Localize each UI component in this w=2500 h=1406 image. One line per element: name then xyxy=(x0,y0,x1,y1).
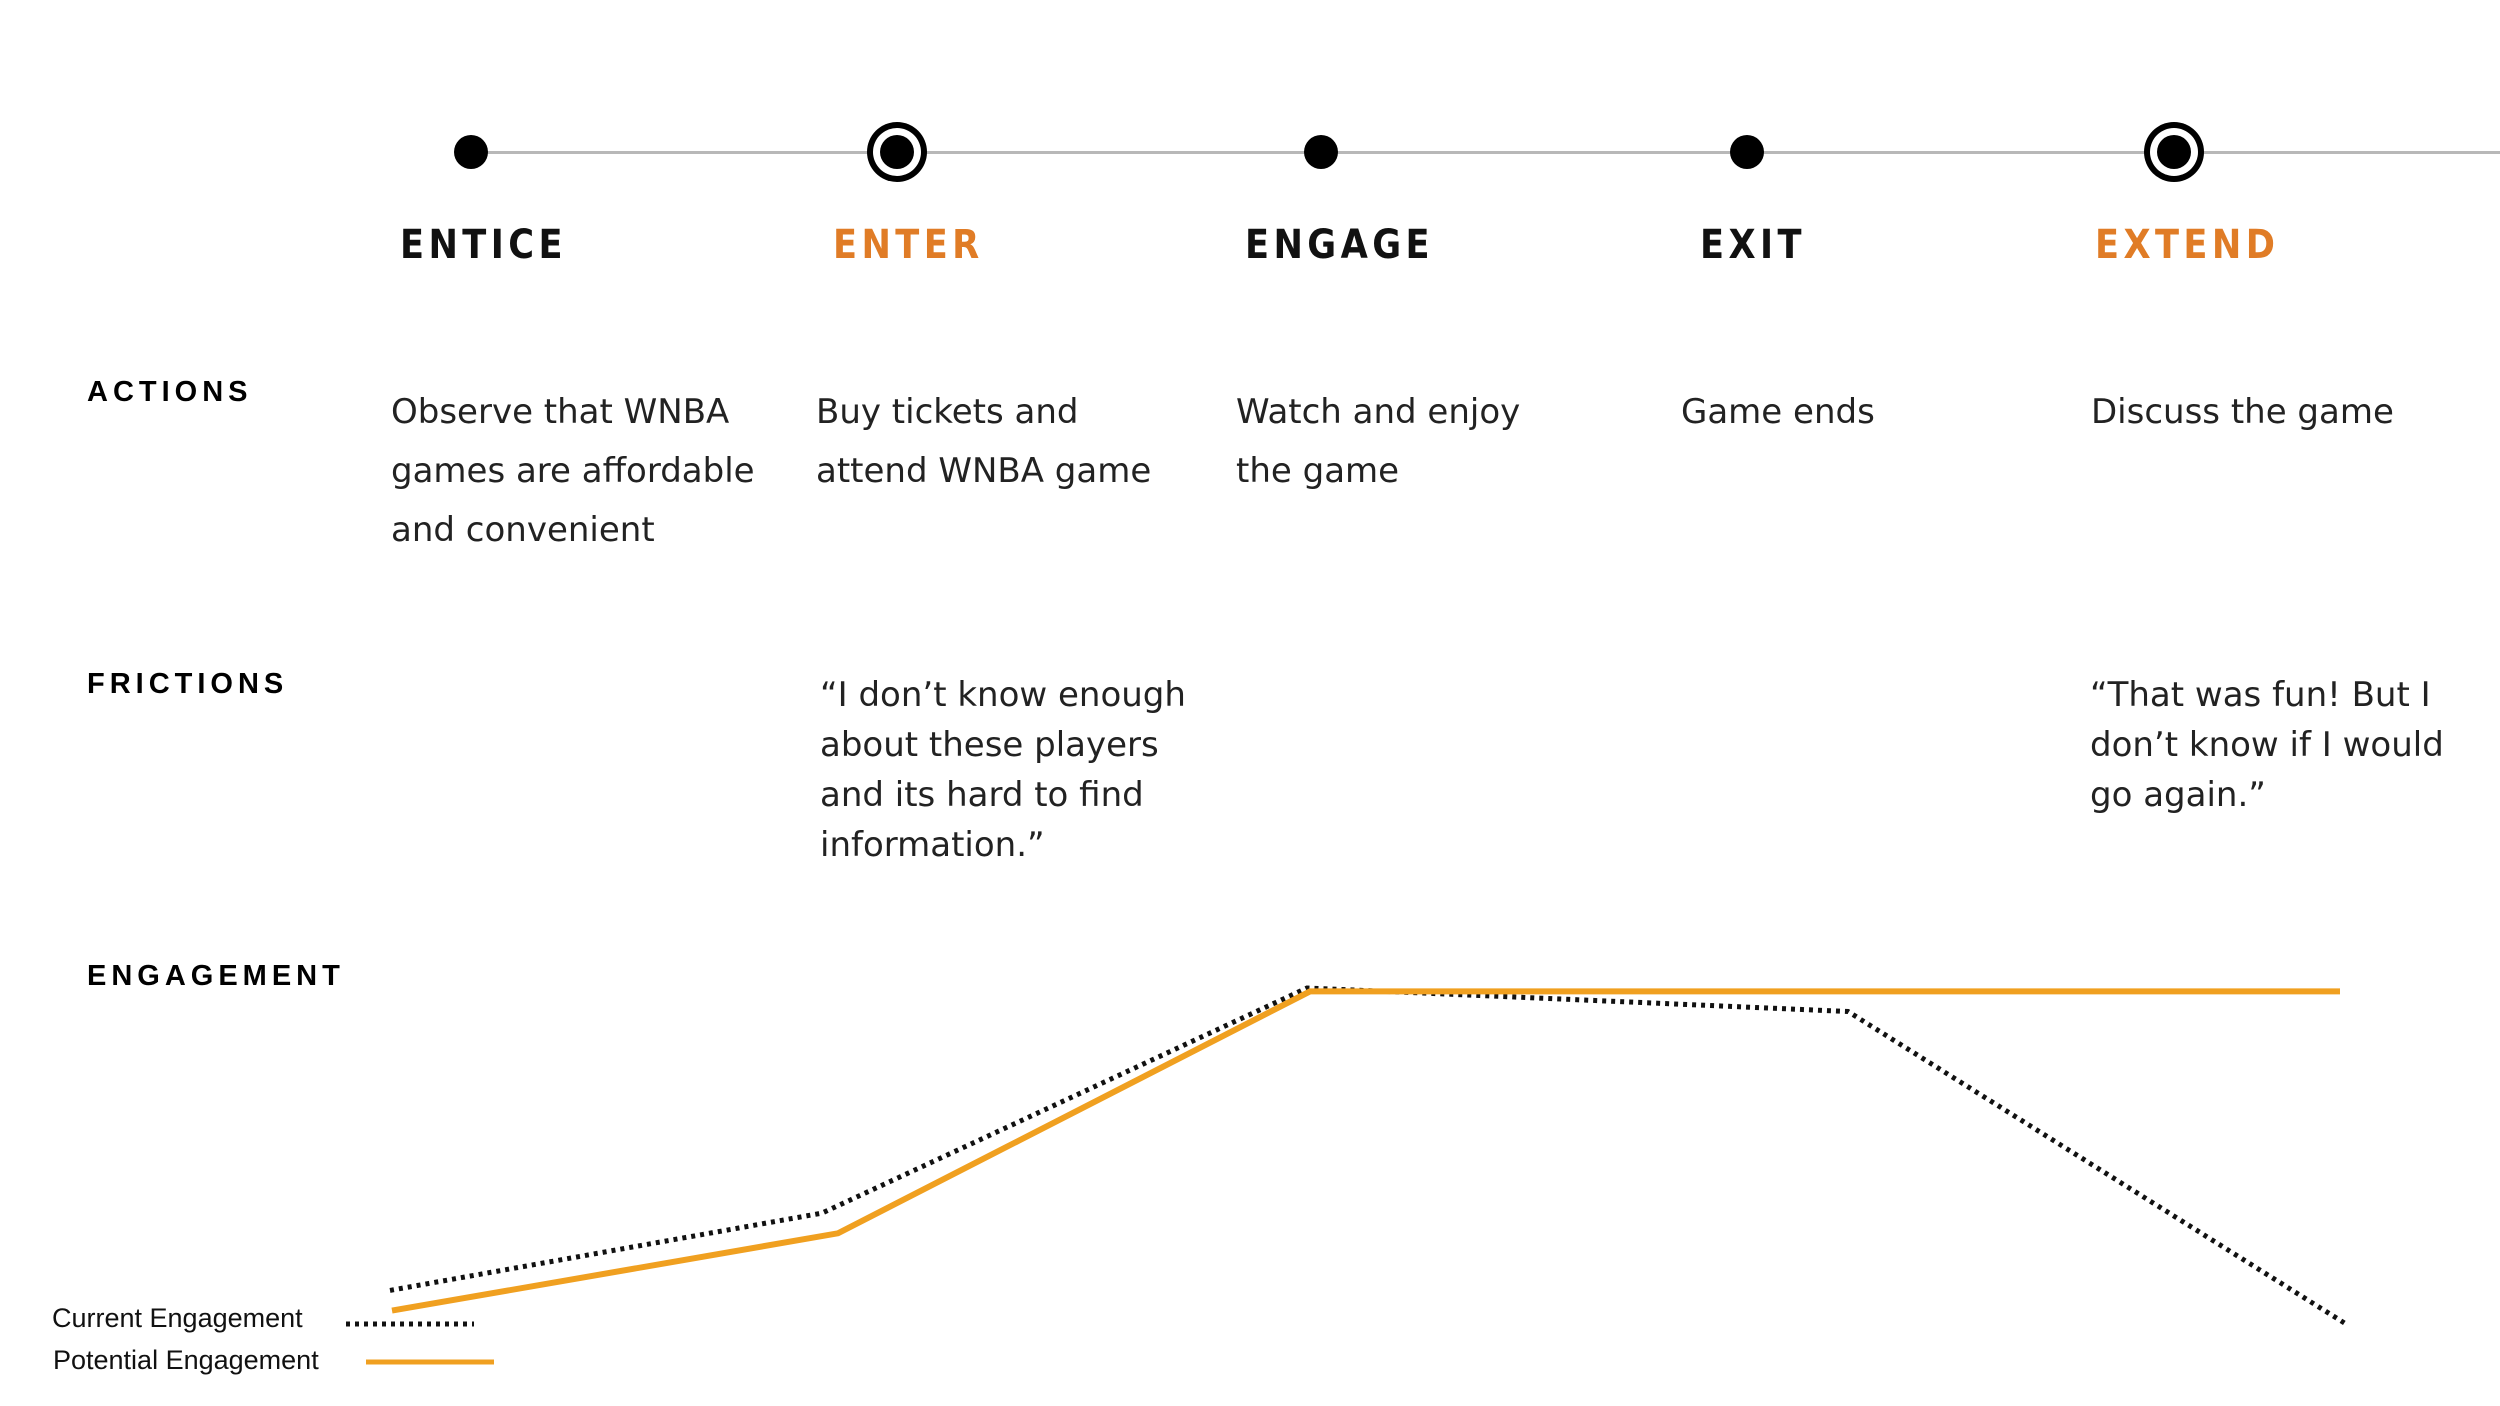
row-label-frictions: FRICTIONS xyxy=(87,668,289,700)
action-entice: Observe that WNBA games are affordable a… xyxy=(391,392,755,550)
row-label-actions: ACTIONS xyxy=(87,376,253,408)
friction-enter: “I don’t know enough about these players… xyxy=(820,675,1186,865)
action-exit: Game ends xyxy=(1681,392,1875,432)
stage-marker-enter xyxy=(867,122,927,182)
stage-marker-engage xyxy=(1304,135,1338,169)
stage-label-entice: ENTICE xyxy=(400,222,567,268)
potential-engagement-line xyxy=(391,988,2340,1314)
stage-marker-exit xyxy=(1730,135,1764,169)
timeline-line xyxy=(475,151,2500,154)
friction-extend: “That was fun! But I don’t know if I wou… xyxy=(2090,675,2444,815)
stage-label-extend: EXTEND xyxy=(2095,222,2280,268)
stage-marker-entice xyxy=(454,135,488,169)
stage-label-enter: ENTER xyxy=(833,222,984,268)
stage-label-engage: ENGAGE xyxy=(1245,222,1434,268)
legend-label-potential: Potential Engagement xyxy=(53,1345,319,1375)
stage-label-exit: EXIT xyxy=(1700,222,1806,268)
action-engage: Watch and enjoy the game xyxy=(1236,392,1521,491)
legend-label-current: Current Engagement xyxy=(52,1303,303,1333)
action-enter: Buy tickets and attend WNBA game xyxy=(816,392,1152,491)
action-extend: Discuss the game xyxy=(2091,392,2394,432)
stage-marker-extend xyxy=(2144,122,2204,182)
row-label-engagement: ENGAGEMENT xyxy=(87,960,345,992)
current-engagement-line xyxy=(389,985,2348,1327)
